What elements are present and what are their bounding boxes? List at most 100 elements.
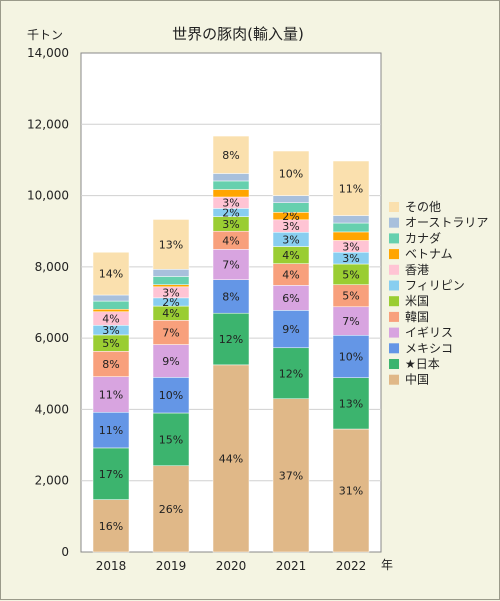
data-label: 3% bbox=[162, 286, 179, 299]
y-tick-label: 12,000 bbox=[27, 117, 69, 131]
x-axis-label: 年 bbox=[381, 558, 393, 572]
chart-title: 世界の豚肉(輸入量) bbox=[172, 25, 304, 43]
data-label: 11% bbox=[99, 424, 123, 437]
legend-label: 香港 bbox=[405, 263, 429, 277]
data-label: 4% bbox=[282, 249, 299, 262]
data-label: 4% bbox=[162, 307, 179, 320]
data-label: 2% bbox=[222, 207, 239, 220]
legend-swatch bbox=[389, 249, 399, 260]
data-label: 9% bbox=[162, 355, 179, 368]
legend-label: ★日本 bbox=[405, 357, 440, 371]
data-label: 11% bbox=[339, 182, 363, 195]
y-tick-label: 14,000 bbox=[27, 46, 69, 60]
legend-label: フィリピン bbox=[405, 279, 465, 293]
bar-segment bbox=[272, 202, 310, 213]
legend-label: 韓国 bbox=[405, 310, 429, 324]
y-axis-label: 千トン bbox=[27, 28, 63, 42]
bar-segment bbox=[332, 428, 370, 553]
bar-segment bbox=[212, 279, 250, 314]
bar-segment bbox=[92, 376, 130, 413]
y-axis-ticks: 0 2,000 4,000 6,000 8,000 10,000 12,000 14,000 bbox=[27, 46, 69, 559]
data-label: 7% bbox=[162, 326, 179, 339]
data-label: 3% bbox=[102, 324, 119, 337]
y-tick-label: 4,000 bbox=[35, 402, 69, 416]
bar-segment bbox=[272, 347, 310, 399]
data-label: 10% bbox=[279, 167, 303, 180]
bar-segment bbox=[92, 499, 130, 553]
legend-swatch bbox=[389, 327, 399, 338]
bar-segment bbox=[212, 189, 250, 198]
data-label: 3% bbox=[222, 218, 239, 231]
bar-segment bbox=[92, 300, 130, 310]
data-label: 4% bbox=[222, 234, 239, 247]
data-label: 5% bbox=[342, 268, 359, 281]
legend-label: その他 bbox=[405, 200, 441, 214]
data-label: 2% bbox=[282, 210, 299, 223]
bar-segment bbox=[152, 284, 190, 288]
data-label: 8% bbox=[222, 290, 239, 303]
bar-segment bbox=[152, 465, 190, 553]
bar-segment bbox=[152, 344, 190, 378]
y-tick-label: 8,000 bbox=[35, 260, 69, 274]
y-tick-label: 10,000 bbox=[27, 189, 69, 203]
bar-segment bbox=[272, 150, 310, 196]
data-label: 3% bbox=[342, 252, 359, 265]
data-label: 31% bbox=[339, 485, 363, 498]
legend-swatch bbox=[389, 311, 399, 322]
data-label: 15% bbox=[159, 433, 183, 446]
x-tick-label: 2018 bbox=[96, 559, 127, 573]
data-label: 10% bbox=[159, 389, 183, 402]
legend-swatch bbox=[389, 264, 399, 275]
legend-swatch bbox=[389, 233, 399, 244]
legend-swatch bbox=[389, 359, 399, 369]
bar-segment bbox=[272, 195, 310, 203]
data-label: 2% bbox=[162, 296, 179, 309]
data-label: 16% bbox=[99, 520, 123, 533]
data-label: 5% bbox=[342, 290, 359, 303]
data-label: 6% bbox=[282, 292, 299, 305]
bar-segment bbox=[212, 135, 250, 174]
bar-segment bbox=[272, 398, 310, 553]
data-label: 3% bbox=[282, 233, 299, 246]
legend-swatch bbox=[389, 280, 399, 291]
bar-segment bbox=[152, 276, 190, 285]
data-label: 10% bbox=[339, 350, 363, 363]
x-tick-label: 2019 bbox=[156, 559, 187, 573]
bar-segment bbox=[152, 219, 190, 270]
data-label: 26% bbox=[159, 503, 183, 516]
data-label: 8% bbox=[102, 358, 119, 371]
data-label: 14% bbox=[99, 268, 123, 281]
bar-segment bbox=[332, 222, 370, 233]
legend-swatch bbox=[389, 202, 399, 212]
bar-segment bbox=[212, 173, 250, 182]
legend-swatch bbox=[389, 296, 399, 307]
x-tick-label: 2022 bbox=[336, 559, 367, 573]
data-label: 13% bbox=[159, 238, 183, 251]
data-label: 11% bbox=[99, 388, 123, 401]
legend-label: メキシコ bbox=[405, 341, 453, 355]
bar-segment bbox=[92, 309, 130, 313]
y-tick-label: 6,000 bbox=[35, 331, 69, 345]
data-label: 12% bbox=[219, 333, 243, 346]
bar-segment bbox=[332, 306, 370, 336]
data-label: 4% bbox=[282, 269, 299, 282]
data-label: 44% bbox=[219, 452, 243, 465]
legend-label: イギリス bbox=[405, 326, 453, 340]
x-tick-label: 2021 bbox=[276, 559, 307, 573]
bar-segment bbox=[152, 377, 190, 414]
data-label: 17% bbox=[99, 468, 123, 481]
data-label: 13% bbox=[339, 397, 363, 410]
legend-label: ベトナム bbox=[405, 247, 453, 261]
bar-segment bbox=[272, 310, 310, 349]
bar-segment bbox=[332, 231, 370, 241]
bar-segment bbox=[212, 364, 250, 553]
legend-label: カナダ bbox=[405, 230, 441, 245]
data-label: 37% bbox=[279, 469, 303, 482]
data-label: 8% bbox=[222, 149, 239, 162]
bar-segment bbox=[332, 215, 370, 224]
data-label: 7% bbox=[342, 315, 359, 328]
bar-segment bbox=[92, 351, 130, 377]
data-label: 3% bbox=[282, 220, 299, 233]
